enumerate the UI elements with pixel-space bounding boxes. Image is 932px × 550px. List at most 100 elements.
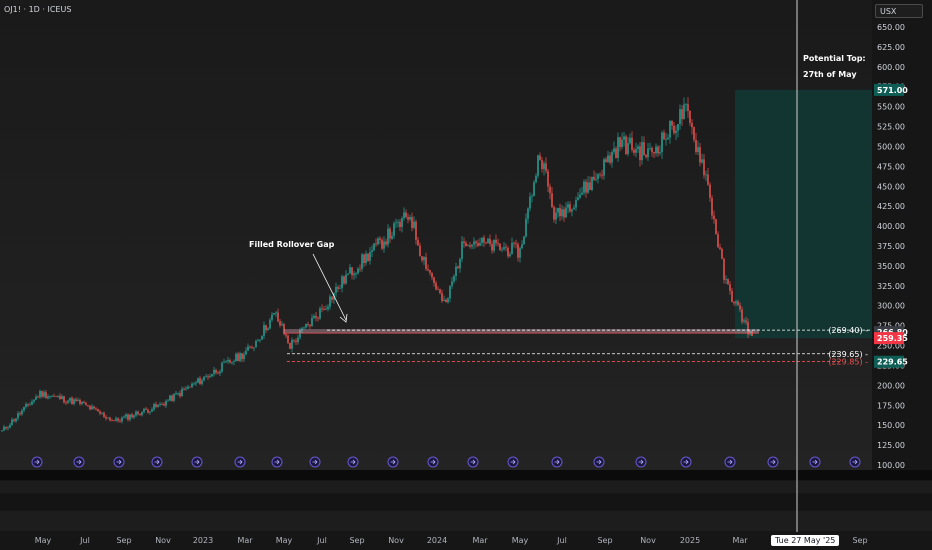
event-arrow-glyph <box>770 459 776 465</box>
candle-body <box>507 248 509 257</box>
price-tag <box>874 332 904 345</box>
candle-body <box>325 308 327 310</box>
candle-body <box>629 137 631 144</box>
candle-body <box>337 287 339 289</box>
candle-body <box>615 148 617 158</box>
candle-body <box>137 411 139 415</box>
candle-body <box>279 321 281 326</box>
event-arrow-glyph <box>350 459 356 465</box>
candle-body <box>309 324 311 326</box>
candle-body <box>307 324 309 325</box>
x-axis-label: Sep <box>852 536 867 545</box>
candle-body <box>511 242 513 255</box>
candle-body <box>527 208 529 219</box>
lower-pane <box>0 511 932 531</box>
candle-body <box>301 328 303 331</box>
event-arrow-glyph <box>638 459 644 465</box>
y-tick-label: 400.00 <box>877 222 905 231</box>
candle-body <box>233 361 235 363</box>
candle-body <box>75 399 77 401</box>
candle-body <box>277 312 279 322</box>
candle-body <box>147 409 149 413</box>
candle-body <box>209 376 211 378</box>
candle-body <box>115 418 117 421</box>
candle-body <box>341 276 343 289</box>
candle-body <box>283 324 285 335</box>
y-tick-label: 350.00 <box>877 262 905 271</box>
candle-body <box>691 122 693 128</box>
candle-body <box>329 296 331 307</box>
candle-body <box>713 215 715 220</box>
candle-body <box>515 243 517 245</box>
candle-body <box>347 273 349 275</box>
candle-body <box>159 404 161 405</box>
y-tick-label: 250.00 <box>877 342 905 351</box>
candle-body <box>389 228 391 239</box>
currency-button[interactable]: USX <box>875 4 923 18</box>
candle-body <box>583 181 585 193</box>
y-tick-label: 450.00 <box>877 182 905 191</box>
x-axis-label: Sep <box>116 536 131 545</box>
candle-body <box>95 408 97 410</box>
candle-body <box>165 400 167 406</box>
candle-body <box>623 136 625 140</box>
candle-body <box>457 266 459 269</box>
candle-body <box>385 241 387 245</box>
candle-body <box>101 412 103 414</box>
candle-body <box>121 417 123 422</box>
candle-body <box>613 148 615 153</box>
candle-body <box>541 160 543 169</box>
candle-body <box>157 404 159 407</box>
event-arrow-glyph <box>554 459 560 465</box>
candle-body <box>575 199 577 208</box>
pane-separator <box>0 470 932 480</box>
candle-body <box>495 239 497 244</box>
candle-body <box>375 243 377 245</box>
candle-body <box>531 196 533 197</box>
candle-body <box>231 361 233 363</box>
candle-body <box>651 148 653 153</box>
y-tick-label: 325.00 <box>877 282 905 291</box>
x-axis-label: Mar <box>237 536 253 545</box>
candle-body <box>193 383 195 385</box>
candle-body <box>129 414 131 420</box>
candle-body <box>573 207 575 210</box>
price-tag <box>874 83 904 96</box>
candle-body <box>597 174 599 179</box>
candle-body <box>741 309 743 322</box>
gap-arrowhead <box>339 313 348 323</box>
candle-body <box>133 415 135 418</box>
candle-body <box>543 163 545 169</box>
candle-body <box>21 410 23 415</box>
x-axis-label: 2024 <box>427 536 447 545</box>
candle-body <box>477 243 479 246</box>
x-axis-label: Jul <box>556 536 567 545</box>
candle-body <box>295 340 297 342</box>
candle-body <box>185 388 187 390</box>
candle-body <box>315 315 317 318</box>
candle-body <box>367 253 369 261</box>
x-axis-label: Sep <box>597 536 612 545</box>
candle-body <box>747 322 749 335</box>
candle-body <box>243 354 245 360</box>
candle-body <box>399 222 401 228</box>
event-arrow-glyph <box>116 459 122 465</box>
candle-body <box>409 217 411 220</box>
x-axis-label: Sep <box>349 536 364 545</box>
candle-body <box>37 396 39 398</box>
candle-body <box>587 182 589 193</box>
event-arrow-glyph <box>430 459 436 465</box>
candle-body <box>547 171 549 187</box>
candle-body <box>163 404 165 406</box>
candle-body <box>401 218 403 228</box>
candle-body <box>503 247 505 250</box>
candle-body <box>459 258 461 269</box>
candle-body <box>281 324 283 326</box>
candle-body <box>429 270 431 273</box>
candle-body <box>735 301 737 304</box>
candle-body <box>177 393 179 394</box>
candle-body <box>261 336 263 340</box>
candle-body <box>141 411 143 416</box>
